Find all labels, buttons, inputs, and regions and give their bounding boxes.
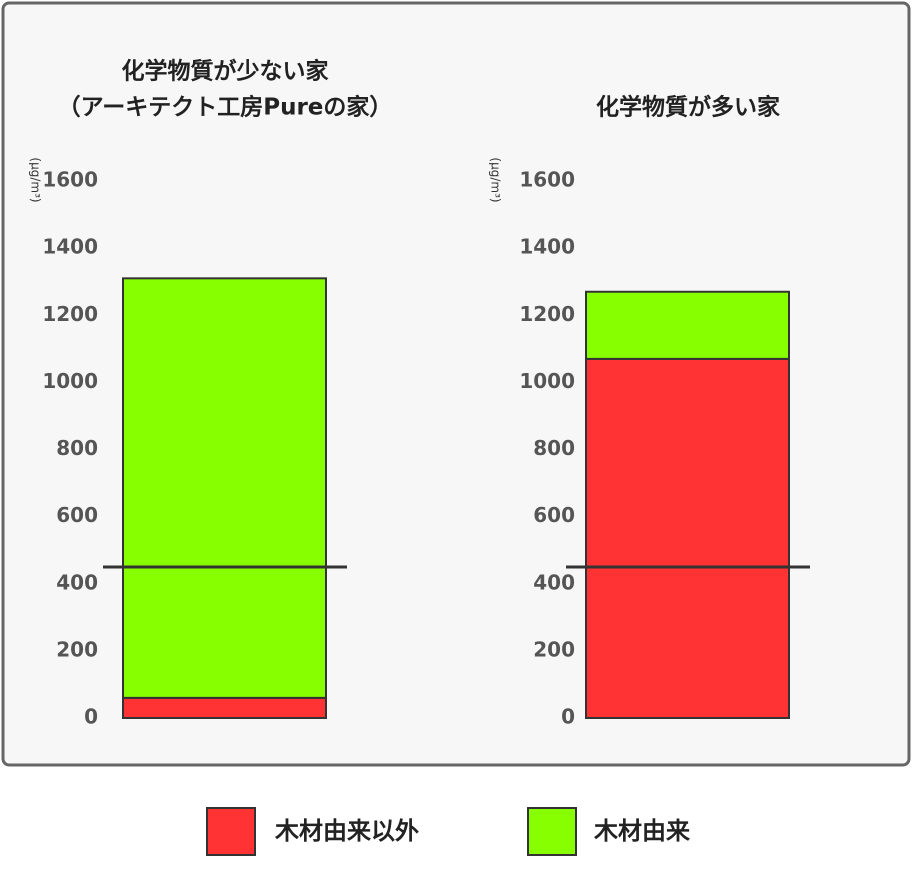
y-tick-label: 0 (561, 705, 575, 729)
y-tick-label: 1400 (42, 235, 98, 259)
y-tick-label: 400 (56, 570, 98, 594)
legend-label: 木材由来 (593, 817, 691, 845)
y-tick-label: 800 (56, 436, 98, 460)
y-tick-label: 200 (533, 637, 575, 661)
bar-segment (585, 290, 790, 360)
chart-title: 化学物質が少ない家 (122, 58, 329, 85)
y-tick-label: 1200 (519, 302, 575, 326)
y-tick-label: 600 (56, 503, 98, 527)
chart-subtitle: （アーキテクト工房Pureの家） (58, 94, 393, 121)
y-tick-label: 600 (533, 503, 575, 527)
legend-swatch (527, 807, 577, 856)
y-tick-label: 1000 (519, 369, 575, 393)
bar-segment (122, 696, 327, 719)
bar-segment (122, 277, 327, 699)
y-tick-label: 1000 (42, 369, 98, 393)
legend-label: 木材由来以外 (274, 817, 419, 845)
y-tick-label: 400 (533, 570, 575, 594)
y-tick-label: 800 (533, 436, 575, 460)
legend-swatch (206, 807, 256, 856)
y-tick-label: 200 (56, 637, 98, 661)
y-tick-label: 0 (84, 705, 98, 729)
y-tick-label: 1200 (42, 302, 98, 326)
y-tick-label: 1600 (42, 168, 98, 192)
y-axis-label: (μg/m³) (29, 157, 43, 202)
y-axis-label: (μg/m³) (489, 157, 503, 202)
y-tick-label: 1600 (519, 168, 575, 192)
chart-title: 化学物質が多い家 (596, 94, 780, 121)
y-tick-label: 1400 (519, 235, 575, 259)
bar-segment (585, 357, 790, 719)
